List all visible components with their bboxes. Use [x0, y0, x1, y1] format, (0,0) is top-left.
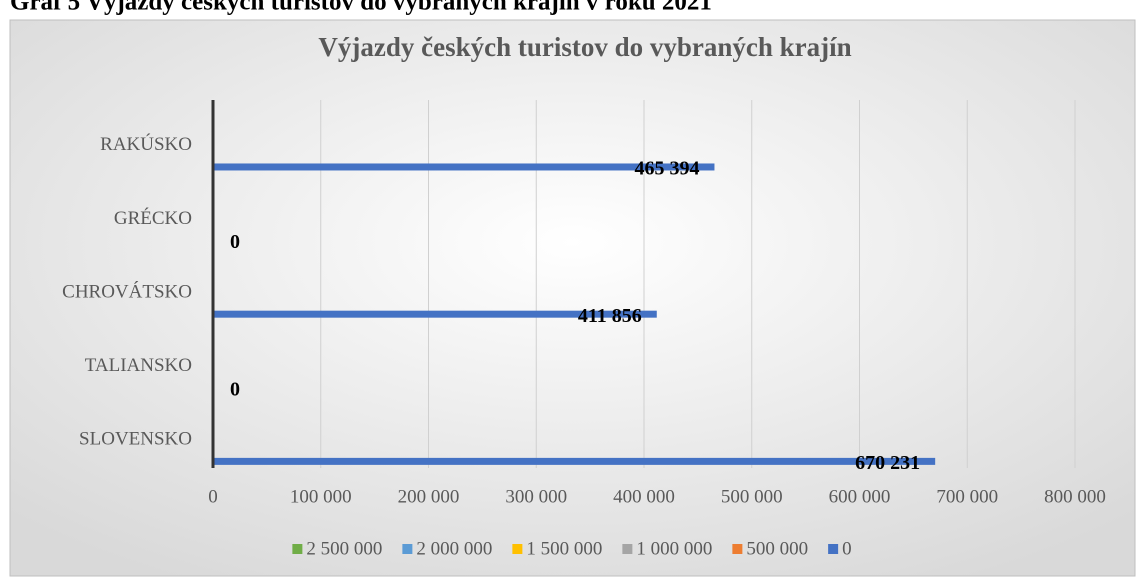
- x-tick-label: 700 000: [936, 486, 998, 507]
- legend-swatch: [402, 544, 413, 554]
- category-label: SLOVENSKO: [79, 429, 192, 450]
- x-tick-label: 600 000: [829, 486, 891, 507]
- x-tick-label: 200 000: [398, 486, 460, 507]
- legend-item: 2 500 000: [292, 538, 382, 559]
- bar: [213, 163, 715, 171]
- bar: [213, 457, 936, 465]
- x-tick-label: 100 000: [290, 486, 352, 507]
- legend-label: 0: [842, 538, 852, 559]
- legend-item: 500 000: [732, 538, 808, 559]
- value-label: 0: [230, 231, 240, 253]
- x-tick-label: 0: [208, 486, 218, 507]
- category-label: TALIANSKO: [85, 355, 192, 376]
- chart-area: [9, 19, 1136, 577]
- x-tick-label: 400 000: [613, 486, 675, 507]
- legend-swatch: [512, 544, 523, 554]
- legend-item: 1 000 000: [622, 538, 712, 559]
- legend-item: 0: [828, 538, 852, 559]
- category-label: RAKÚSKO: [100, 133, 192, 155]
- category-label: GRÉCKO: [114, 207, 192, 229]
- legend-swatch: [732, 544, 743, 554]
- x-tick-label: 800 000: [1044, 486, 1106, 507]
- value-label: 465 394: [634, 158, 699, 180]
- legend-swatch: [622, 544, 633, 554]
- category-label: CHROVÁTSKO: [62, 280, 192, 302]
- value-label: 411 856: [578, 305, 642, 327]
- x-tick-label: 300 000: [505, 486, 567, 507]
- x-tick-label: 500 000: [721, 486, 783, 507]
- legend-label: 2 500 000: [306, 538, 382, 559]
- legend-label: 500 000: [746, 538, 808, 559]
- legend-label: 1 000 000: [636, 538, 712, 559]
- legend-item: 1 500 000: [512, 538, 602, 559]
- chart-title: Výjazdy českých turistov do vybraných kr…: [318, 32, 851, 62]
- legend-swatch: [828, 544, 839, 554]
- plot: [213, 163, 936, 465]
- caption: Graf 5 Výjazdy českých turistov do vybra…: [10, 0, 712, 16]
- legend-swatch: [292, 544, 303, 554]
- bar: [213, 310, 657, 318]
- value-label: 0: [230, 378, 240, 400]
- value-label: 670 231: [855, 452, 920, 474]
- legend-label: 1 500 000: [526, 538, 602, 559]
- legend-item: 2 000 000: [402, 538, 492, 559]
- legend-label: 2 000 000: [416, 538, 492, 559]
